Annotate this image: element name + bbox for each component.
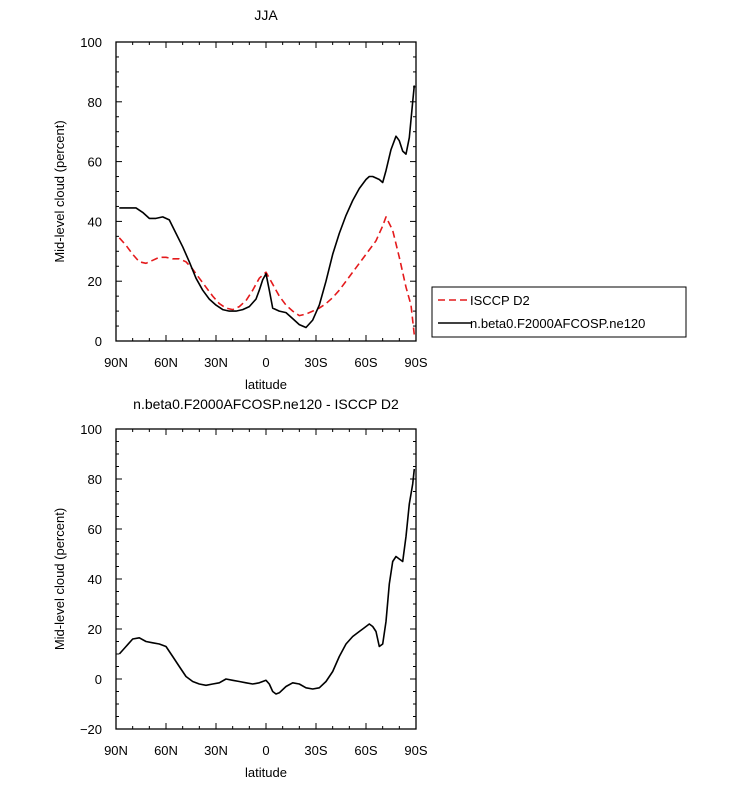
y-tick-label: 80 (88, 95, 102, 110)
x-tick-label: 60N (154, 743, 178, 758)
x-tick-label: 90N (104, 355, 128, 370)
y-tick-label: 60 (88, 522, 102, 537)
x-tick-label: 60S (354, 355, 377, 370)
y-tick-label: 0 (95, 334, 102, 349)
bottom-panel: 90N 60N 30N 0 30S 60S 90S −20 0 20 40 60 80 100 n.beta… (52, 396, 428, 780)
y-axis-label: Mid-level cloud (percent) (52, 508, 67, 650)
model-series-line (119, 85, 416, 329)
x-axis-label: latitude (245, 377, 287, 392)
x-tick-label: 30N (204, 355, 228, 370)
legend-label: ISCCP D2 (470, 293, 530, 308)
x-tick-label: 90S (404, 355, 427, 370)
legend-label: n.beta0.F2000AFCOSP.ne120 (470, 316, 645, 331)
x-tick-label: 30N (204, 743, 228, 758)
x-tick-label: 0 (262, 743, 269, 758)
y-tick-label: 100 (80, 35, 102, 50)
plot-title: JJA (254, 7, 278, 23)
y-tick-label: 40 (88, 214, 102, 229)
top-panel: 90N 60N 30N 0 30S 60S 90S 0 20 40 60 80 100 JJA latitu… (52, 7, 428, 392)
y-tick-label: 0 (95, 672, 102, 687)
y-tick-label: 100 (80, 422, 102, 437)
legend-box (431, 286, 687, 338)
x-tick-label: 60S (354, 743, 377, 758)
plot-frame (115, 428, 417, 730)
x-tick-label: 90S (404, 743, 427, 758)
y-tick-label: 20 (88, 622, 102, 637)
legend: ISCCP D2 n.beta0.F2000AFCOSP.ne120 (431, 286, 687, 338)
x-tick-label: 0 (262, 355, 269, 370)
y-axis-label: Mid-level cloud (percent) (52, 120, 67, 262)
plot-frame (115, 41, 417, 342)
x-tick-label: 30S (304, 355, 327, 370)
x-tick-label: 30S (304, 743, 327, 758)
x-axis-label: latitude (245, 765, 287, 780)
y-tick-label: 20 (88, 274, 102, 289)
x-tick-label: 90N (104, 743, 128, 758)
model-series-line (118, 468, 416, 695)
y-tick-label: 80 (88, 472, 102, 487)
y-tick-label: −20 (80, 722, 102, 737)
isccp-d2-series-line (118, 216, 416, 336)
plot-title: n.beta0.F2000AFCOSP.ne120 - ISCCP D2 (133, 396, 399, 412)
y-tick-label: 40 (88, 572, 102, 587)
x-tick-label: 60N (154, 355, 178, 370)
y-tick-label: 60 (88, 155, 102, 170)
